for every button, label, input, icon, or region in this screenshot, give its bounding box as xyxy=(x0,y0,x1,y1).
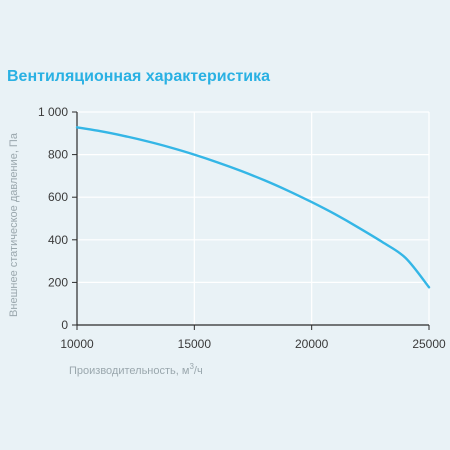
x-tick-label: 20000 xyxy=(295,337,329,351)
y-axis-label: Внешнее статическое давление, Па xyxy=(8,132,20,317)
chart-title: Вентиляционная характеристика xyxy=(7,68,271,85)
x-tick-label: 15000 xyxy=(178,337,212,351)
y-tick-label: 600 xyxy=(48,190,68,204)
x-axis-label: Производительность, м3/ч xyxy=(69,362,203,377)
y-tick-label: 200 xyxy=(48,275,68,289)
y-tick-label: 1 000 xyxy=(38,105,68,119)
x-tick-label: 10000 xyxy=(60,337,94,351)
grid xyxy=(77,111,430,325)
x-tick-label: 25000 xyxy=(412,337,446,351)
y-tick-label: 800 xyxy=(48,148,68,162)
series-line xyxy=(75,126,431,289)
axes xyxy=(72,111,430,330)
y-tick-label: 0 xyxy=(61,318,68,332)
y-tick-label: 400 xyxy=(48,233,68,247)
series xyxy=(75,126,431,289)
